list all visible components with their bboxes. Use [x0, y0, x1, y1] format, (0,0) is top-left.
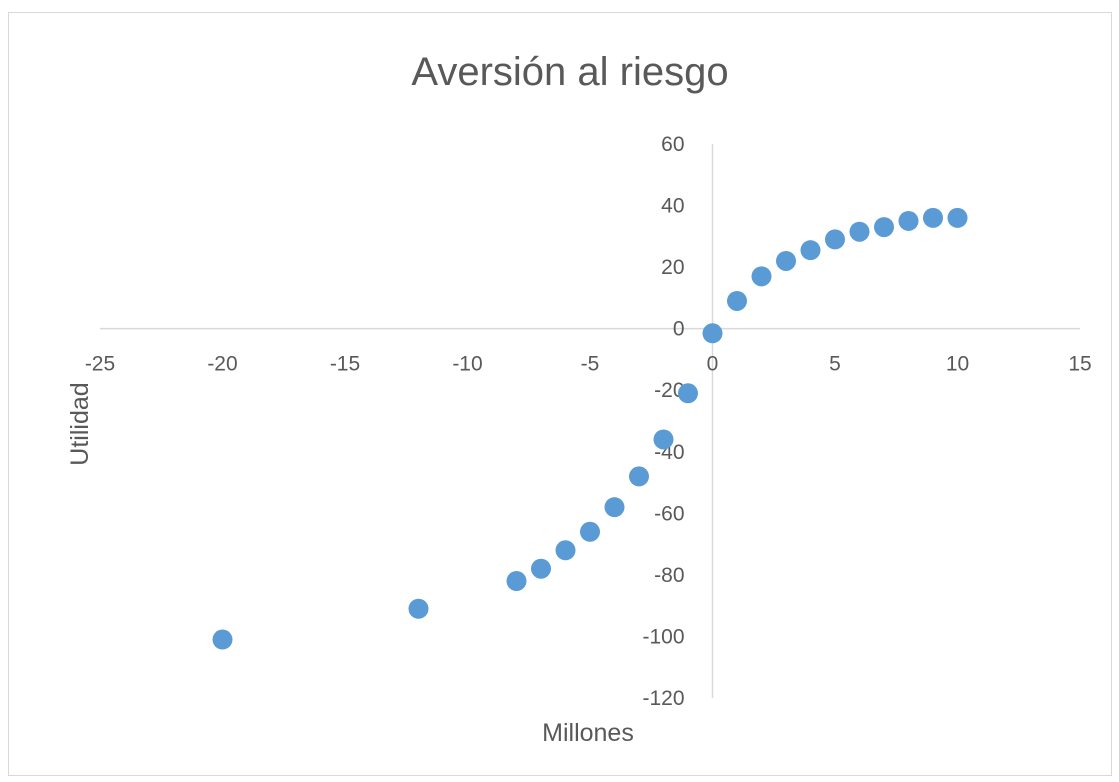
x-tick-label: -10 [452, 353, 482, 376]
x-tick-label: 10 [946, 353, 969, 376]
data-point [751, 266, 772, 287]
y-tick-label: -100 [642, 625, 684, 648]
data-point [727, 290, 747, 311]
data-point [898, 210, 919, 231]
y-tick-label: 40 [661, 195, 684, 218]
x-tick-label: -25 [85, 353, 115, 376]
y-tick-label: -60 [654, 502, 684, 525]
x-tick-label: -5 [581, 353, 600, 376]
y-tick-label: 0 [673, 318, 685, 341]
data-points [212, 207, 968, 650]
chart-title: Aversión al riesgo [411, 50, 728, 94]
data-point [947, 207, 968, 228]
data-point [604, 497, 625, 518]
data-point [800, 240, 821, 261]
data-point [776, 250, 796, 271]
x-tick-label: 5 [829, 353, 841, 376]
data-point [874, 217, 894, 238]
data-point [555, 540, 576, 561]
data-point [923, 207, 943, 228]
data-point [531, 558, 551, 579]
data-point [825, 229, 845, 250]
chart-area: Aversión al riesgo -25 -20 -15 -10 -5 0 5 10 15 … [8, 12, 1112, 776]
data-point [653, 429, 674, 450]
y-axis-title: Utilidad [66, 382, 94, 465]
x-axis-ticks: -25 -20 -15 -10 -5 0 5 10 15 [85, 353, 1092, 376]
data-point [408, 598, 429, 619]
data-point [678, 383, 698, 404]
data-point [849, 221, 870, 242]
data-point [506, 571, 527, 592]
x-tick-label: -20 [207, 353, 237, 376]
y-tick-label: -80 [654, 564, 684, 587]
y-tick-label: -20 [654, 379, 684, 402]
y-tick-label: -120 [642, 687, 684, 710]
data-point [629, 466, 649, 487]
y-tick-label: 20 [661, 256, 684, 279]
scatter-chart: Aversión al riesgo -25 -20 -15 -10 -5 0 5 10 15 … [66, 50, 1092, 747]
x-tick-label: 15 [1068, 353, 1091, 376]
data-point [580, 521, 600, 542]
data-point [212, 629, 233, 650]
x-axis-title: Millones [542, 719, 634, 747]
y-tick-label: 60 [661, 133, 684, 156]
x-tick-label: 0 [707, 353, 719, 376]
x-tick-label: -15 [330, 353, 360, 376]
data-point [702, 323, 723, 344]
